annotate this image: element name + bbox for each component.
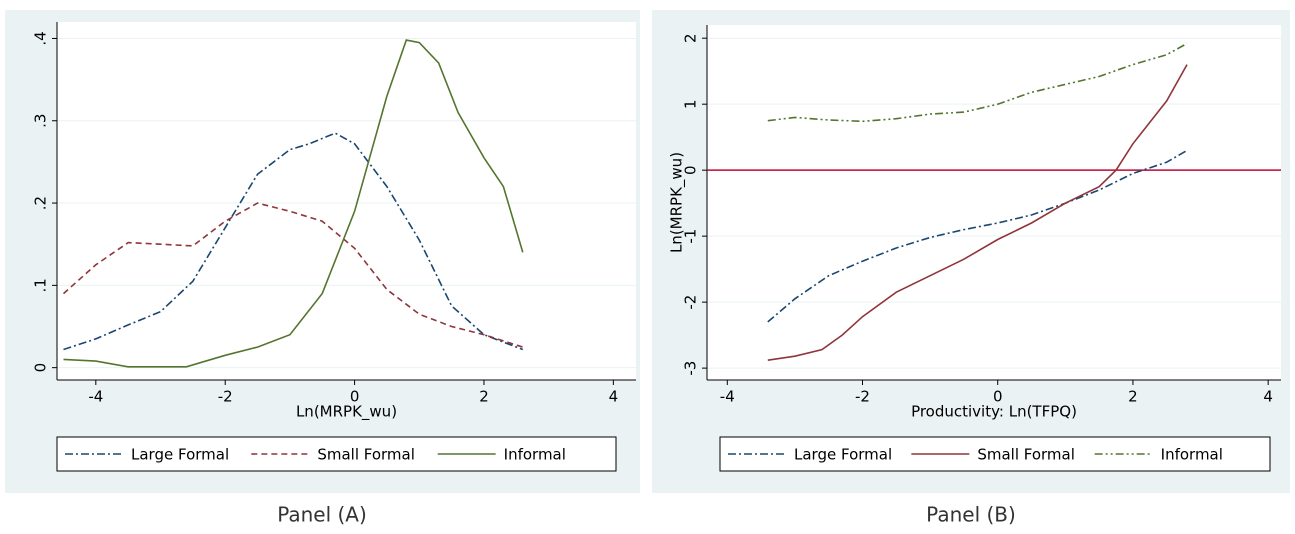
y-axis-title: Ln(MRPK_wu) [668, 152, 687, 253]
y-tick-label: -2 [682, 295, 700, 310]
x-tick-label: 2 [479, 388, 489, 406]
series-line [62, 202, 524, 348]
x-tick-label: 4 [609, 388, 619, 406]
legend-label: Small Formal [317, 446, 415, 464]
series-line [63, 39, 524, 368]
series-line [63, 132, 524, 351]
series-line [767, 149, 1188, 323]
x-axis-title: Productivity: Ln(TFPQ) [911, 403, 1077, 421]
panel-title: Panel (B) [926, 503, 1016, 527]
y-tick-label: 1 [682, 99, 700, 109]
legend-label: Large Formal [131, 446, 229, 464]
legend-label: Informal [504, 446, 566, 464]
x-tick-label: 0 [993, 388, 1003, 406]
y-tick-label: .4 [32, 31, 50, 45]
y-tick-label: 2 [682, 33, 700, 43]
y-tick-label: -1 [682, 229, 700, 244]
panel-title: Panel (A) [277, 503, 367, 527]
x-tick-label: 0 [350, 388, 360, 406]
y-tick-label: .1 [32, 278, 50, 292]
plot-area [57, 22, 636, 380]
x-tick-label: 4 [1263, 388, 1273, 406]
y-tick-label: -3 [682, 361, 700, 376]
y-tick-label: .3 [32, 114, 50, 128]
x-tick-label: -4 [88, 388, 103, 406]
legend-box [719, 436, 1271, 472]
plot-area [707, 25, 1281, 380]
x-tick-label: -2 [855, 388, 870, 406]
x-tick-label: 2 [1128, 388, 1138, 406]
y-tick-label: .2 [32, 196, 50, 210]
legend-label: Large Formal [794, 446, 892, 464]
legend-label: Small Formal [977, 446, 1075, 464]
x-axis-title: Ln(MRPK_wu) [296, 403, 397, 422]
y-tick-label: 0 [682, 165, 700, 175]
series-line [767, 42, 1188, 123]
y-tick-label: 0 [32, 363, 50, 373]
legend-label: Informal [1161, 446, 1223, 464]
legend-box [56, 436, 617, 472]
x-tick-label: -2 [218, 388, 233, 406]
series-line [767, 64, 1188, 361]
x-tick-label: -4 [720, 388, 735, 406]
